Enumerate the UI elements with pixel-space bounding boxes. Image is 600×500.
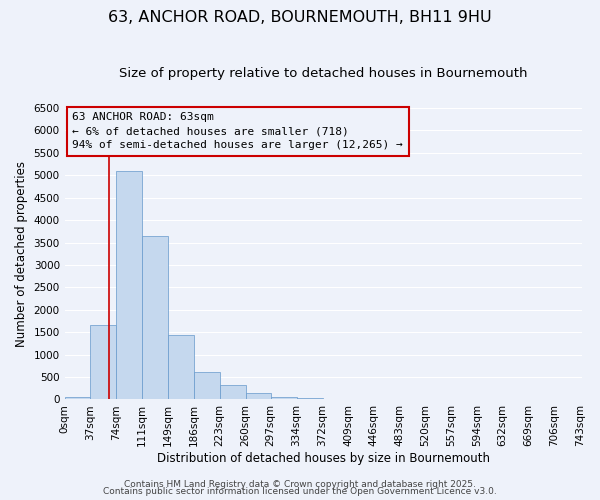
X-axis label: Distribution of detached houses by size in Bournemouth: Distribution of detached houses by size … [157, 452, 490, 465]
Title: Size of property relative to detached houses in Bournemouth: Size of property relative to detached ho… [119, 68, 527, 80]
Bar [245, 392, 271, 400]
Bar [194, 372, 220, 400]
Bar [297, 398, 323, 400]
Bar [271, 397, 297, 400]
Text: 63, ANCHOR ROAD, BOURNEMOUTH, BH11 9HU: 63, ANCHOR ROAD, BOURNEMOUTH, BH11 9HU [108, 10, 492, 25]
Bar [220, 385, 245, 400]
Y-axis label: Number of detached properties: Number of detached properties [15, 161, 28, 347]
Bar [169, 336, 194, 400]
Bar [65, 397, 91, 400]
Text: Contains HM Land Registry data © Crown copyright and database right 2025.: Contains HM Land Registry data © Crown c… [124, 480, 476, 489]
Bar [116, 171, 142, 400]
Bar [142, 236, 167, 400]
Text: Contains public sector information licensed under the Open Government Licence v3: Contains public sector information licen… [103, 487, 497, 496]
Text: 63 ANCHOR ROAD: 63sqm
← 6% of detached houses are smaller (718)
94% of semi-deta: 63 ANCHOR ROAD: 63sqm ← 6% of detached h… [73, 112, 403, 150]
Bar [91, 326, 116, 400]
